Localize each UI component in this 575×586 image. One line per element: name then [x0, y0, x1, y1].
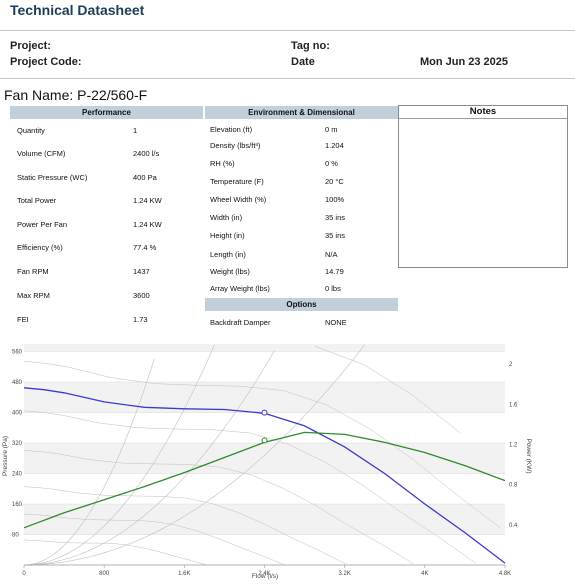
- option-label: Backdraft Damper: [210, 318, 271, 327]
- environment-value: 35 ins: [325, 213, 346, 222]
- y-tick-label: 480: [12, 380, 23, 386]
- performance-label: FEI: [17, 315, 29, 324]
- system-curve: [23, 344, 215, 566]
- environment-label: Width (in): [210, 213, 243, 222]
- y2-axis-label: Power (KW): [525, 438, 532, 473]
- chart-band: [24, 382, 505, 413]
- environment-label: Weight (lbs): [210, 267, 250, 276]
- speed-curve: [23, 539, 206, 565]
- x-tick-label: 2.4K: [258, 571, 270, 577]
- y-axis-label: Pressure (Pa): [2, 436, 9, 476]
- performance-value: 1437: [133, 267, 150, 276]
- y2-tick-label: 0.4: [509, 523, 518, 529]
- performance-label: Total Power: [17, 196, 57, 205]
- performance-label: Volume (CFM): [17, 149, 66, 158]
- speed-curve: [314, 345, 461, 434]
- environment-header: Environment & Dimensional: [205, 106, 398, 119]
- speed-curve: [23, 410, 477, 564]
- y-tick-label: 320: [12, 441, 23, 447]
- y-tick-label: 560: [12, 350, 23, 356]
- chart-bands: [24, 344, 505, 535]
- chart-band: [24, 344, 505, 352]
- system-curve: [23, 350, 275, 566]
- x-tick-label: 1.6K: [178, 571, 190, 577]
- operating-point-power-marker: [261, 437, 268, 444]
- header-divider-bottom: [0, 78, 575, 79]
- system-curve: [23, 358, 155, 566]
- performance-value: 1.73: [133, 315, 148, 324]
- system-curves: [23, 344, 501, 566]
- performance-label: Efficiency (%): [17, 243, 63, 252]
- performance-label: Quantity: [17, 126, 45, 135]
- date-value: Mon Jun 23 2025: [420, 56, 509, 68]
- performance-label: Max RPM: [17, 291, 50, 300]
- x-tick-label: 800: [99, 571, 110, 577]
- page-title: Technical Datasheet: [10, 2, 145, 18]
- environment-label: Wheel Width (%): [210, 195, 267, 204]
- y2-tick-label: 2: [509, 362, 513, 368]
- notes-title: Notes: [399, 106, 567, 119]
- performance-value: 3600: [133, 291, 150, 300]
- x-tick-label: 3.2K: [338, 571, 350, 577]
- system-curve: [24, 344, 365, 566]
- x-tick-label: 4K: [421, 571, 428, 577]
- environment-label: RH (%): [210, 159, 235, 168]
- performance-value: 2400 l/s: [133, 149, 160, 158]
- performance-value: 1.24 KW: [133, 220, 162, 229]
- chart-band: [24, 504, 505, 535]
- pressure-curve: [23, 387, 506, 564]
- project-code-label: Project Code:: [10, 56, 82, 68]
- date-label: Date: [291, 56, 315, 68]
- environment-value: 1.204: [325, 141, 344, 150]
- fan-name: Fan Name: P-22/560-F: [4, 87, 148, 103]
- x-tick-labels: 0 800 1.6K 2.4K 3.2K 4K 4.8K: [22, 565, 511, 577]
- environment-value: 100%: [325, 195, 345, 204]
- project-label: Project:: [10, 40, 51, 52]
- fan-curve-chart: 0 800 1.6K 2.4K 3.2K 4K 4.8K 80 160 240 320 400 480…: [2, 344, 532, 580]
- tag-no-label: Tag no:: [291, 40, 330, 52]
- performance-value: 400 Pa: [133, 173, 157, 182]
- y2-tick-labels: 0.4 0.8 1.2 1.6 2: [509, 362, 518, 529]
- environment-value: 20 °C: [325, 177, 344, 186]
- performance-label: Power Per Fan: [17, 220, 68, 229]
- x-axis-label: Flow (l/s): [252, 573, 278, 580]
- header-divider-top: [0, 30, 575, 31]
- performance-value: 77.4 %: [133, 243, 157, 252]
- environment-value: 0 %: [325, 159, 338, 168]
- notes-box: Notes: [398, 105, 568, 268]
- performance-value: 1.24 KW: [133, 196, 162, 205]
- y-tick-label: 240: [12, 472, 23, 478]
- y-tick-label: 80: [12, 533, 19, 539]
- options-header: Options: [205, 298, 398, 311]
- y2-tick-label: 1.6: [509, 402, 518, 408]
- environment-label: Temperature (F): [210, 177, 264, 186]
- environment-label: Height (in): [210, 231, 245, 240]
- speed-curve: [23, 360, 501, 528]
- y2-tick-label: 1.2: [509, 442, 518, 448]
- environment-label: Array Weight (lbs): [210, 284, 270, 293]
- performance-label: Fan RPM: [17, 267, 49, 276]
- environment-value: 0 lbs: [325, 284, 341, 293]
- y-tick-label: 160: [12, 502, 23, 508]
- operating-point-pressure-marker: [261, 409, 268, 416]
- environment-value: 35 ins: [325, 231, 346, 240]
- performance-header: Performance: [10, 106, 203, 119]
- option-value: NONE: [325, 318, 347, 327]
- y-tick-label: 400: [12, 411, 23, 417]
- environment-label: Length (in): [210, 250, 246, 259]
- environment-value: 14.79: [325, 267, 344, 276]
- performance-label: Static Pressure (WC): [17, 173, 88, 182]
- speed-curve: [23, 486, 347, 565]
- environment-value: N/A: [325, 250, 338, 259]
- chart-band: [24, 443, 505, 474]
- speed-curve: [23, 513, 284, 565]
- y-tick-labels: 80 160 240 320 400 480 560: [12, 350, 23, 539]
- environment-label: Density (lbs/ft³): [210, 141, 261, 150]
- performance-value: 1: [133, 126, 138, 135]
- y2-tick-label: 0.8: [509, 483, 518, 489]
- x-tick-label: 4.8K: [499, 571, 511, 577]
- x-tick-label: 0: [22, 571, 26, 577]
- environment-value: 0 m: [325, 125, 338, 134]
- environment-label: Elevation (ft): [210, 125, 253, 134]
